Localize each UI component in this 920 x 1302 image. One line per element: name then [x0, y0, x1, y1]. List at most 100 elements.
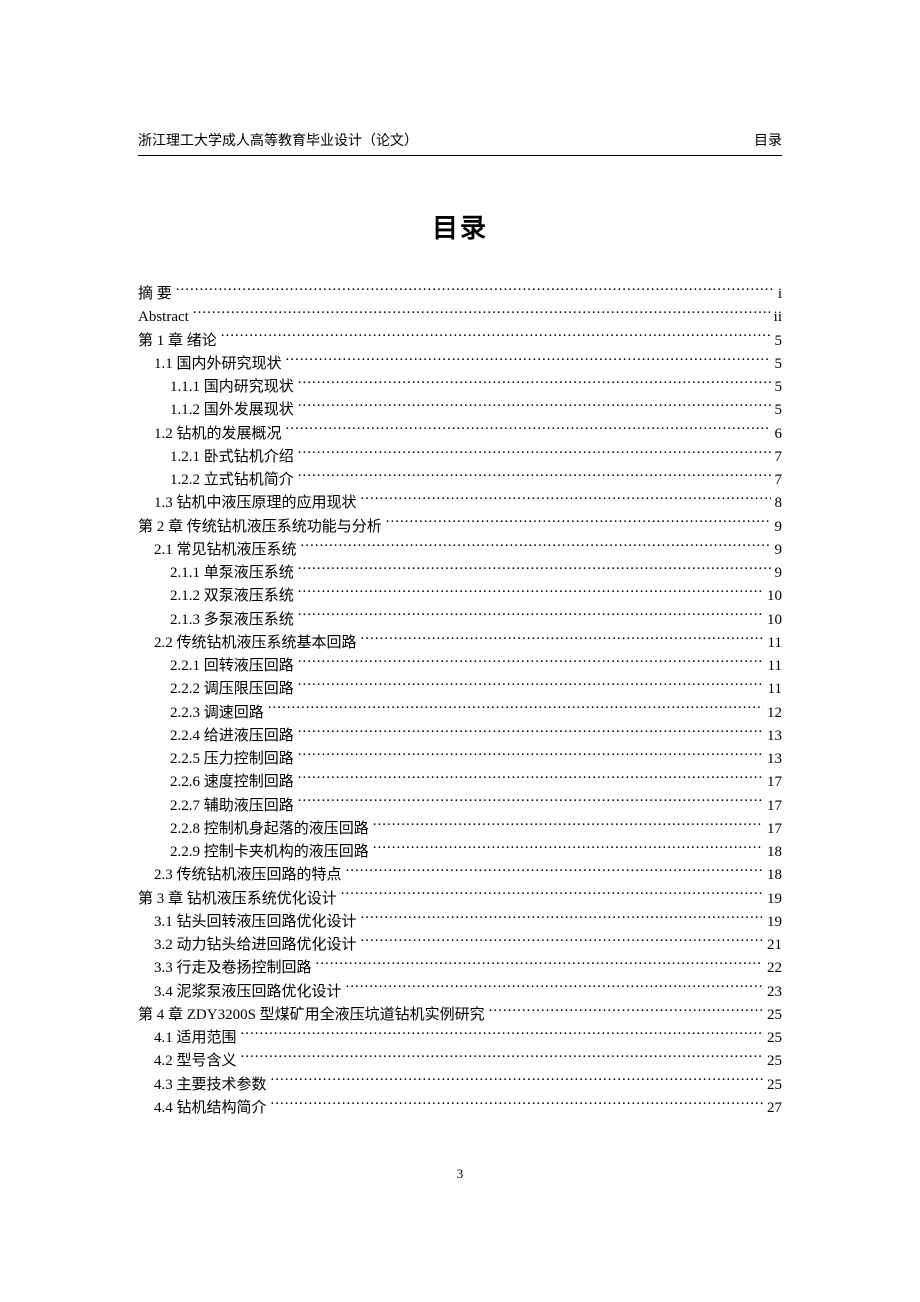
toc-leader-dots — [341, 888, 763, 903]
toc-leader-dots — [298, 748, 763, 763]
toc-entry: 1.1.2 国外发展现状5 — [138, 399, 782, 422]
toc-leader-dots — [346, 981, 763, 996]
toc-entry: 3.4 泥浆泵液压回路优化设计 23 — [138, 981, 782, 1004]
toc-entry-label: 2.2.8 控制机身起落的液压回路 — [170, 818, 373, 841]
toc-leader-dots — [298, 655, 764, 670]
toc-leader-dots — [489, 1004, 763, 1019]
toc-entry: 2.2.1 回转液压回路 11 — [138, 655, 782, 678]
toc-entry-page: 9 — [771, 562, 783, 585]
toc-entry-label: 2.2.4 给进液压回路 — [170, 725, 298, 748]
toc-entry: 4.1 适用范围25 — [138, 1027, 782, 1050]
toc-leader-dots — [361, 632, 764, 647]
toc-entry: 3.3 行走及卷扬控制回路22 — [138, 957, 782, 980]
toc-entry: 1.1.1 国内研究现状 5 — [138, 376, 782, 399]
toc-entry: 2.2.5 压力控制回路 13 — [138, 748, 782, 771]
toc-entry: 1.2 钻机的发展概况 6 — [138, 423, 782, 446]
toc-entry-label: 摘 要 — [138, 283, 176, 306]
toc-entry-page: 6 — [771, 423, 783, 446]
toc-entry-label: 第 4 章 ZDY3200S 型煤矿用全液压坑道钻机实例研究 — [138, 1004, 489, 1027]
toc-entry-label: 第 3 章 钻机液压系统优化设计 — [138, 888, 341, 911]
toc-entry-page: 7 — [771, 446, 783, 469]
toc-leader-dots — [361, 492, 771, 507]
toc-entry-page: 11 — [764, 655, 782, 678]
toc-entry-page: 10 — [763, 585, 782, 608]
toc-entry-label: 2.2.3 调速回路 — [170, 702, 268, 725]
toc-entry: 1.3 钻机中液压原理的应用现状 8 — [138, 492, 782, 515]
toc-leader-dots — [298, 376, 771, 391]
toc-leader-dots — [386, 516, 771, 531]
page-header: 浙江理工大学成人高等教育毕业设计（论文） 目录 — [138, 130, 782, 154]
toc-entry: 2.1 常见钻机液压系统9 — [138, 539, 782, 562]
toc-entry-label: 2.2.1 回转液压回路 — [170, 655, 298, 678]
toc-leader-dots — [221, 330, 771, 345]
toc-leader-dots — [241, 1050, 763, 1065]
toc-entry-label: 2.2.6 速度控制回路 — [170, 771, 298, 794]
toc-entry-page: 8 — [771, 492, 783, 515]
toc-entry-page: ii — [770, 306, 782, 329]
toc-entry-page: 13 — [763, 748, 782, 771]
toc-leader-dots — [346, 864, 763, 879]
toc-entry: 第 3 章 钻机液压系统优化设计 19 — [138, 888, 782, 911]
toc-entry: 1.1 国内外研究现状5 — [138, 353, 782, 376]
toc-entry-page: 11 — [764, 678, 782, 701]
toc-leader-dots — [298, 469, 771, 484]
toc-entry-page: 12 — [763, 702, 782, 725]
toc-entry-page: 17 — [763, 818, 782, 841]
toc-entry: 4.3 主要技术参数25 — [138, 1074, 782, 1097]
toc-entry-label: 3.1 钻头回转液压回路优化设计 — [154, 911, 361, 934]
toc-entry-label: 2.2.7 辅助液压回路 — [170, 795, 298, 818]
toc-entry: Abstract ii — [138, 306, 782, 329]
toc-entry-label: 3.2 动力钻头给进回路优化设计 — [154, 934, 361, 957]
toc-leader-dots — [241, 1027, 763, 1042]
toc-entry-label: 1.3 钻机中液压原理的应用现状 — [154, 492, 361, 515]
toc-entry: 第 1 章 绪论 5 — [138, 330, 782, 353]
toc-entry-page: 9 — [771, 539, 783, 562]
toc-entry-label: 2.1.2 双泵液压系统 — [170, 585, 298, 608]
toc-entry-page: 18 — [763, 841, 782, 864]
toc-entry-page: 5 — [771, 376, 783, 399]
toc-entry: 3.1 钻头回转液压回路优化设计 19 — [138, 911, 782, 934]
toc-leader-dots — [298, 771, 763, 786]
toc-entry-label: 2.3 传统钻机液压回路的特点 — [154, 864, 346, 887]
table-of-contents: 摘 要iAbstractii第 1 章 绪论51.1 国内外研究现状51.1.1… — [138, 283, 782, 1120]
toc-entry: 2.2 传统钻机液压系统基本回路11 — [138, 632, 782, 655]
toc-entry: 2.2.2 调压限压回路11 — [138, 678, 782, 701]
toc-entry: 2.3 传统钻机液压回路的特点 18 — [138, 864, 782, 887]
toc-leader-dots — [271, 1097, 763, 1112]
toc-entry: 2.2.7 辅助液压回路 17 — [138, 795, 782, 818]
toc-entry-page: 19 — [763, 888, 782, 911]
toc-entry: 2.2.4 给进液压回路 13 — [138, 725, 782, 748]
toc-entry-page: 23 — [763, 981, 782, 1004]
toc-entry-page: 25 — [763, 1004, 782, 1027]
toc-leader-dots — [373, 841, 763, 856]
toc-leader-dots — [361, 911, 763, 926]
toc-entry-page: 19 — [763, 911, 782, 934]
toc-leader-dots — [298, 399, 771, 414]
toc-leader-dots — [298, 609, 763, 624]
toc-entry-label: 1.1.2 国外发展现状 — [170, 399, 298, 422]
toc-entry-label: 1.2 钻机的发展概况 — [154, 423, 286, 446]
toc-leader-dots — [298, 446, 771, 461]
toc-entry-label: 2.1.1 单泵液压系统 — [170, 562, 298, 585]
toc-leader-dots — [268, 702, 763, 717]
toc-leader-dots — [298, 562, 771, 577]
toc-entry: 2.2.9 控制卡夹机构的液压回路18 — [138, 841, 782, 864]
toc-entry-page: 5 — [771, 330, 783, 353]
toc-entry-label: 1.1.1 国内研究现状 — [170, 376, 298, 399]
toc-entry-page: 7 — [771, 469, 783, 492]
toc-entry: 第 2 章 传统钻机液压系统功能与分析9 — [138, 516, 782, 539]
toc-entry-label: 第 1 章 绪论 — [138, 330, 221, 353]
toc-entry: 2.1.3 多泵液压系统10 — [138, 609, 782, 632]
toc-entry: 2.2.6 速度控制回路17 — [138, 771, 782, 794]
toc-entry-page: 17 — [763, 795, 782, 818]
page-title: 目录 — [138, 208, 782, 245]
header-left: 浙江理工大学成人高等教育毕业设计（论文） — [138, 130, 418, 150]
toc-entry-page: 21 — [763, 934, 782, 957]
toc-entry-page: 18 — [763, 864, 782, 887]
toc-entry-label: Abstract — [138, 306, 193, 329]
toc-entry-page: 13 — [763, 725, 782, 748]
toc-entry-label: 4.1 适用范围 — [154, 1027, 241, 1050]
toc-entry-label: 3.4 泥浆泵液压回路优化设计 — [154, 981, 346, 1004]
toc-entry-label: 2.2.5 压力控制回路 — [170, 748, 298, 771]
toc-entry-label: 第 2 章 传统钻机液压系统功能与分析 — [138, 516, 386, 539]
